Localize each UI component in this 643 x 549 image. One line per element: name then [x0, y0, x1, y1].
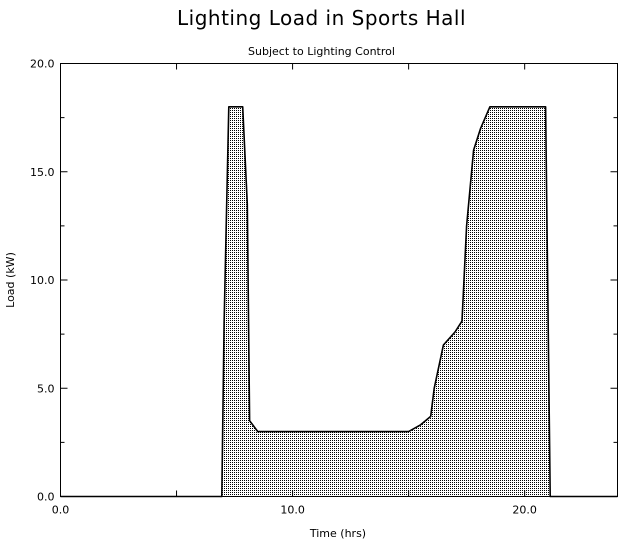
x-axis-label: Time (hrs): [309, 527, 366, 540]
chart-subtitle: Subject to Lighting Control: [248, 45, 395, 58]
y-tick-label: 0.0: [37, 491, 55, 504]
chart-title: Lighting Load in Sports Hall: [177, 6, 466, 30]
y-tick-label: 5.0: [37, 382, 55, 395]
series-line: [60, 106, 618, 498]
x-tick-label: 20.0: [512, 504, 537, 517]
y-tick-label: 15.0: [30, 166, 55, 179]
x-tick-label: 10.0: [280, 504, 305, 517]
series-area-fill: [60, 106, 618, 497]
y-tick-label: 10.0: [30, 274, 55, 287]
y-axis-label: Load (kW): [4, 252, 17, 308]
x-tick-label: 0.0: [52, 504, 70, 517]
y-tick-label: 20.0: [30, 58, 55, 71]
